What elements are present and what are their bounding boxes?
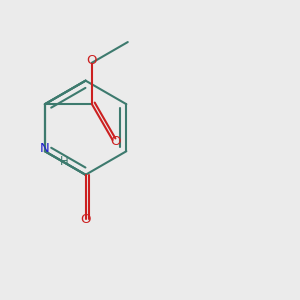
Text: O: O xyxy=(110,135,120,148)
Text: H: H xyxy=(60,154,69,168)
Text: O: O xyxy=(80,213,91,226)
Text: N: N xyxy=(40,142,50,155)
Text: O: O xyxy=(87,54,97,67)
